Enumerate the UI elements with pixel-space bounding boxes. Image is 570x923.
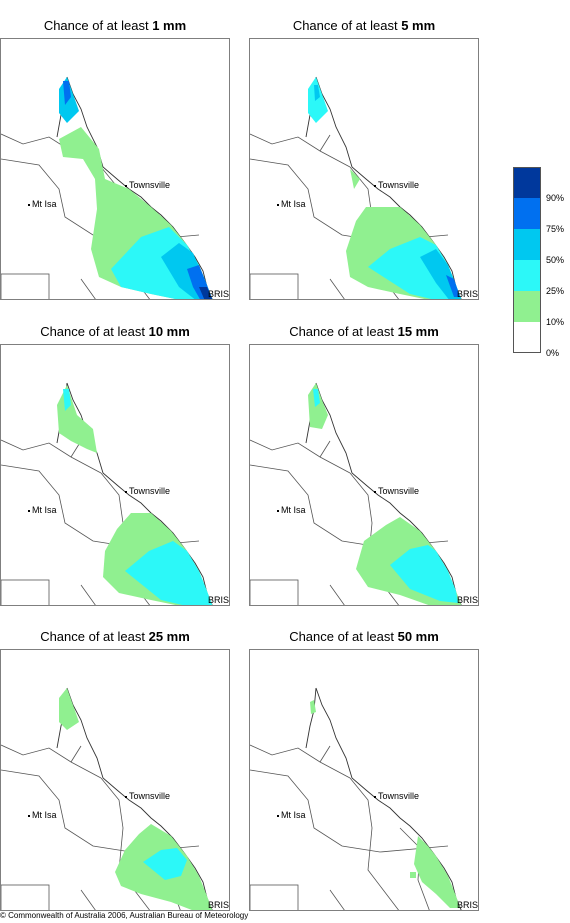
- rain-shading: [59, 77, 213, 299]
- bris-label: BRIS: [208, 595, 230, 605]
- legend-swatch-25: [513, 260, 541, 291]
- legend-label-75: 75%: [546, 224, 565, 234]
- rain-shading: [57, 385, 213, 605]
- townsville-marker: [125, 796, 127, 798]
- bris-label: BRIS: [457, 900, 479, 910]
- bris-label: BRIS: [208, 900, 230, 910]
- mt-isa-marker: [277, 510, 279, 512]
- legend-label-90: 90%: [546, 193, 565, 203]
- townsville-label: Townsville: [129, 791, 171, 801]
- rain-shading: [308, 383, 462, 605]
- bris-label: BRIS: [457, 289, 479, 299]
- mt-isa-label: Mt Isa: [281, 810, 306, 820]
- bris-label: BRIS: [457, 595, 479, 605]
- coastline: [305, 687, 462, 910]
- bris-label: BRIS: [208, 289, 230, 299]
- townsville-marker: [374, 796, 376, 798]
- townsville-marker: [374, 185, 376, 187]
- panel-title: Chance of at least 1 mm: [43, 18, 187, 33]
- panel-title: Chance of at least 5 mm: [292, 18, 436, 33]
- mt-isa-marker: [277, 815, 279, 817]
- legend: 90% 75% 50% 25% 10% 0%: [513, 167, 570, 358]
- mt-isa-label: Mt Isa: [32, 199, 57, 209]
- mt-isa-label: Mt Isa: [281, 505, 306, 515]
- legend-swatch-90: [513, 167, 541, 198]
- rainfall-map: Townsville Mt Isa BRIS: [0, 38, 230, 300]
- legend-label-0: 0%: [546, 348, 560, 358]
- mt-isa-label: Mt Isa: [32, 505, 57, 515]
- mt-isa-label: Mt Isa: [281, 199, 306, 209]
- townsville-label: Townsville: [378, 180, 420, 190]
- rainfall-map: Townsville Mt Isa BRIS: [0, 649, 230, 911]
- rainfall-map: Townsville Mt Isa BRIS: [249, 344, 479, 606]
- townsville-label: Townsville: [378, 791, 420, 801]
- rain-shading: [310, 700, 460, 908]
- mt-isa-marker: [28, 815, 30, 817]
- legend-label-25: 25%: [546, 286, 565, 296]
- rainfall-map: Townsville Mt Isa BRIS: [0, 344, 230, 606]
- mt-isa-marker: [28, 510, 30, 512]
- legend-swatch-10: [513, 291, 541, 322]
- townsville-label: Townsville: [378, 486, 420, 496]
- townsville-label: Townsville: [129, 486, 171, 496]
- panel-title: Chance of at least 50 mm: [289, 629, 439, 644]
- legend-swatch-0: [513, 322, 541, 353]
- legend-swatch-50: [513, 229, 541, 260]
- rainfall-map: Townsville Mt Isa BRIS: [249, 649, 479, 911]
- panel-title: Chance of at least 25 mm: [40, 629, 190, 644]
- panel-title: Chance of at least 10 mm: [40, 324, 190, 339]
- borders: [250, 744, 449, 910]
- copyright-footer: © Commonwealth of Australia 2006, Austra…: [0, 911, 249, 920]
- legend-label-10: 10%: [546, 317, 565, 327]
- townsville-marker: [374, 491, 376, 493]
- legend-label-50: 50%: [546, 255, 565, 265]
- rain-shading: [59, 688, 213, 910]
- panel-title: Chance of at least 15 mm: [289, 324, 439, 339]
- legend-swatch-75: [513, 198, 541, 229]
- townsville-label: Townsville: [129, 180, 171, 190]
- mt-isa-label: Mt Isa: [32, 810, 57, 820]
- mt-isa-marker: [277, 204, 279, 206]
- townsville-marker: [125, 491, 127, 493]
- rain-shading: [308, 77, 462, 299]
- townsville-marker: [125, 185, 127, 187]
- rainfall-map: Townsville Mt Isa BRIS: [249, 38, 479, 300]
- mt-isa-marker: [28, 204, 30, 206]
